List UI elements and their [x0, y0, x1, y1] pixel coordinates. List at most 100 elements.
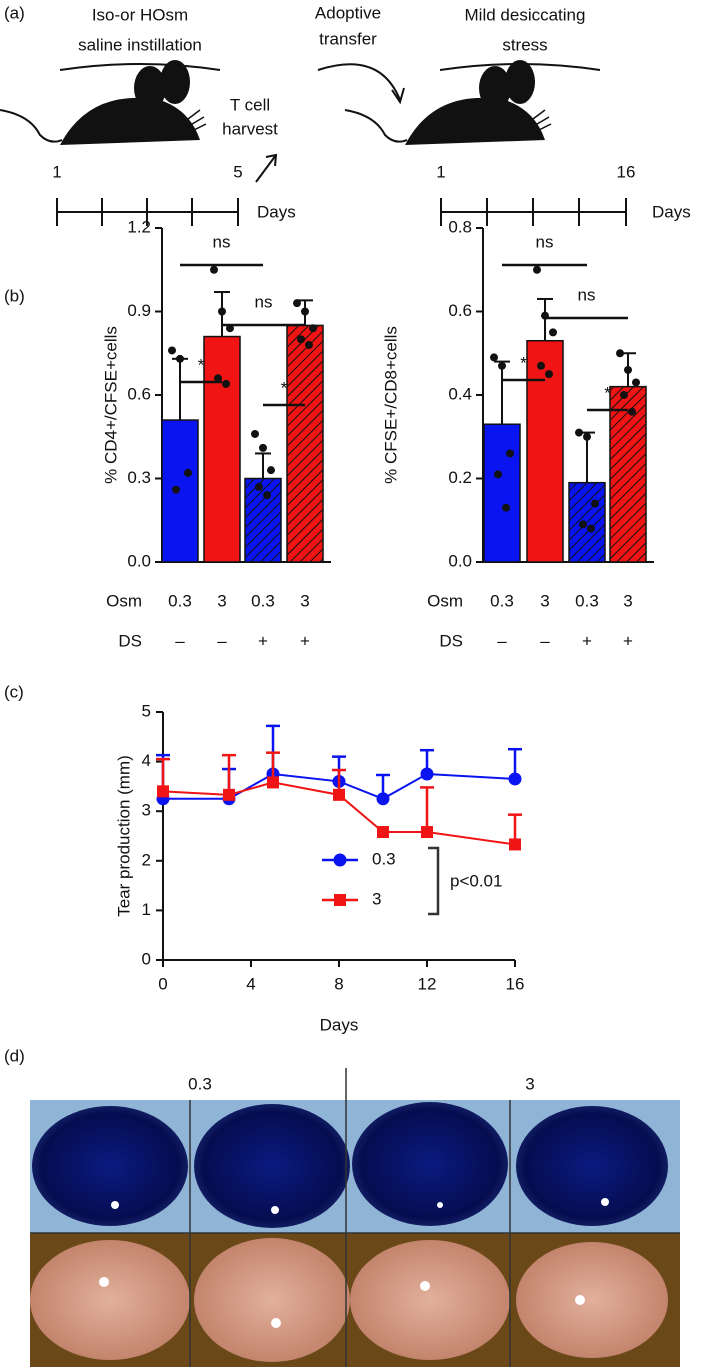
data-point [498, 361, 506, 370]
row-label: DS [439, 631, 463, 650]
data-point [305, 340, 313, 349]
x-tick-label: + [258, 631, 268, 650]
group-label: 3 [525, 1074, 534, 1093]
timeline [56, 198, 239, 226]
data-point [537, 361, 545, 370]
bar [526, 339, 564, 563]
marker [420, 767, 434, 781]
data-point [214, 374, 222, 383]
bar-hatch [569, 482, 605, 562]
y-tick-label: 4 [142, 751, 151, 770]
data-point [263, 491, 271, 500]
panel-label: (a) [4, 3, 25, 22]
x-tick-label: 3 [540, 591, 549, 610]
data-point [267, 466, 275, 475]
y-tick-label: 0.6 [127, 384, 151, 403]
axis-label: 16 [617, 162, 636, 181]
y-tick-label: 0.3 [127, 468, 151, 487]
data-point [309, 324, 317, 333]
x-tick-label: 0.3 [251, 591, 275, 610]
data-point [210, 265, 218, 274]
step-note: transfer [319, 29, 377, 48]
significance-label: ns [578, 285, 596, 304]
y-tick-label: 3 [142, 801, 151, 820]
marker [267, 776, 279, 789]
data-point [218, 307, 226, 316]
data-point [293, 299, 301, 308]
x-tick-label: 0 [158, 974, 167, 993]
significance-label: ns [536, 232, 554, 251]
marker [223, 788, 235, 801]
y-axis-title: Tear production (mm) [114, 755, 133, 917]
bar-hatch [245, 478, 281, 562]
legend-marker [334, 894, 346, 906]
data-point [494, 470, 502, 479]
marker [333, 788, 345, 801]
x-tick-label: – [540, 631, 550, 650]
data-point [301, 307, 309, 316]
step-title: stress [502, 35, 547, 54]
x-tick-label: – [217, 631, 227, 650]
significance-label: * [198, 355, 205, 374]
x-tick-label: 4 [246, 974, 255, 993]
data-point [591, 499, 599, 508]
mouse-icon [0, 60, 207, 145]
data-point [628, 407, 636, 416]
data-point [632, 378, 640, 387]
y-tick-label: 0.6 [448, 301, 472, 320]
y-tick-label: 0.2 [448, 468, 472, 487]
data-point [490, 353, 498, 362]
x-tick-label: + [623, 631, 633, 650]
data-point [533, 265, 541, 274]
step-title: saline instillation [78, 35, 202, 54]
bar [483, 423, 521, 563]
data-point [255, 482, 263, 491]
x-tick-label: – [175, 631, 185, 650]
brace [59, 63, 221, 71]
group-label: 0.3 [188, 1074, 212, 1093]
x-tick-label: 12 [418, 974, 437, 993]
marker [377, 826, 389, 839]
y-tick-label: 1.2 [127, 217, 151, 236]
panel-a: (a) Iso-or HOsm saline instillation T ce… [0, 3, 691, 226]
significance-label: ns [255, 292, 273, 311]
step-note: T cell [230, 95, 270, 114]
data-point [184, 468, 192, 477]
step-title: Mild desiccating [465, 5, 586, 24]
data-point [176, 354, 184, 363]
bar [161, 419, 199, 563]
panel-d: (d) 0.3 3 [4, 1046, 680, 1367]
legend-marker [333, 853, 347, 867]
y-tick-label: 0.0 [127, 551, 151, 570]
row-label: Osm [106, 591, 142, 610]
data-point [624, 365, 632, 374]
data-point [587, 524, 595, 533]
x-tick-label: + [300, 631, 310, 650]
data-point [506, 449, 514, 458]
y-tick-label: 0.4 [448, 384, 472, 403]
y-axis-title: % CFSE+/CD8+cells [381, 326, 400, 484]
marker [157, 785, 169, 798]
bar-hatch [287, 325, 323, 562]
step-title: Iso-or HOsm [92, 5, 188, 24]
x-tick-label: 0.3 [168, 591, 192, 610]
marker [508, 772, 522, 786]
axis-label: 1 [52, 162, 61, 181]
data-point [620, 391, 628, 399]
legend-label: 0.3 [372, 849, 396, 868]
legend-bracket [428, 846, 440, 916]
significance-label: * [281, 378, 288, 397]
x-tick-label: 0.3 [490, 591, 514, 610]
x-axis-title: Days [320, 1015, 359, 1034]
significance-label: ns [213, 232, 231, 251]
marker [376, 792, 390, 806]
y-tick-label: 2 [142, 850, 151, 869]
bar-hatch [610, 386, 646, 562]
axis-unit: Days [257, 202, 296, 221]
y-tick-label: 0 [142, 949, 151, 968]
p-value: p<0.01 [450, 871, 502, 890]
x-tick-label: 3 [217, 591, 226, 610]
bar [203, 335, 241, 563]
x-tick-label: 0.3 [575, 591, 599, 610]
